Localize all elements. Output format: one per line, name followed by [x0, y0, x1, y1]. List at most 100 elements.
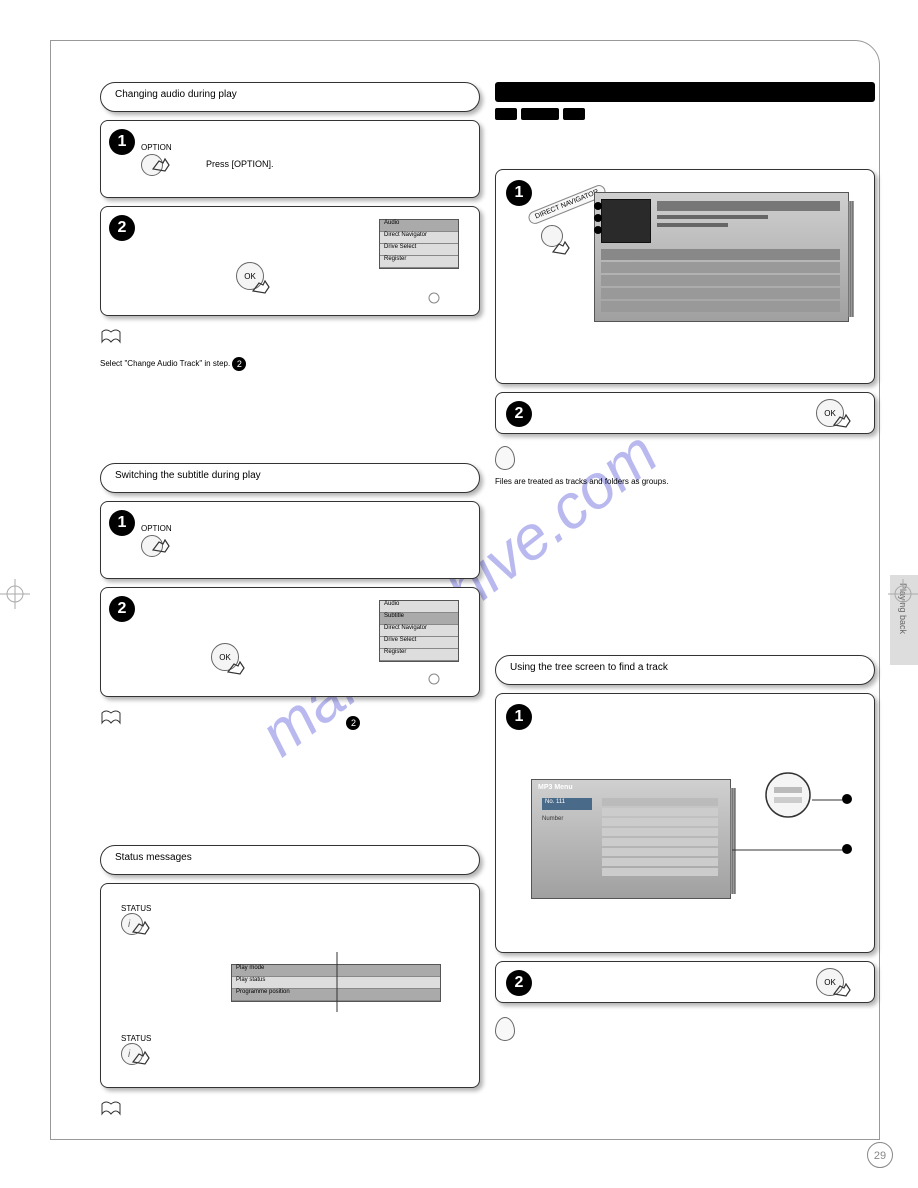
section2-header-text: Switching the subtitle during play [115, 470, 261, 481]
dialog-row: Direct Navigator [380, 232, 458, 244]
right-column [495, 82, 875, 120]
mp3-header: Using the tree screen to find a track [495, 655, 875, 685]
section1-step1-panel: 1 OPTION Press [OPTION]. [100, 120, 480, 198]
cd-page-stack [848, 201, 854, 317]
hand-icon [151, 155, 179, 175]
book-icon [100, 709, 122, 727]
hand-icon [151, 536, 179, 556]
dialog-row: Direct Navigator [380, 625, 458, 637]
callout-dot [594, 214, 602, 222]
book-icon [100, 1100, 122, 1118]
step-number: 2 [506, 401, 532, 427]
left-column: Changing audio during play 1 OPTION Pres… [100, 82, 480, 371]
list-row [601, 249, 840, 260]
magnifier-icon [762, 769, 814, 821]
mp3-step2-panel: 2 OK [495, 961, 875, 1003]
option-label: OPTION [141, 143, 172, 152]
section2-step1-panel: 1 OPTION [100, 501, 480, 579]
step-number: 2 [506, 970, 532, 996]
tip-text: Files are treated as tracks and folders … [495, 477, 875, 486]
chip [495, 108, 517, 120]
callout-line [336, 952, 338, 1012]
hand-icon [131, 1048, 159, 1068]
option-button-group: OPTION [141, 524, 172, 562]
dialog-row: Subtitle [380, 613, 458, 625]
list-row [601, 262, 840, 273]
hand-icon [226, 658, 254, 678]
right-mp3-section: Using the tree screen to find a track 1 … [495, 655, 875, 1046]
callout-dot [594, 202, 602, 210]
list-row [602, 868, 718, 876]
status-button-group-2: STATUS i [121, 1034, 151, 1065]
crop-mark-right [888, 579, 918, 609]
cd-thumb [601, 199, 651, 243]
step-number: 1 [506, 704, 532, 730]
mp3-track-list [602, 798, 718, 888]
hand-icon [832, 980, 860, 1000]
cd-screen [594, 192, 849, 322]
swirl-icon [427, 291, 441, 305]
list-row [601, 275, 840, 286]
dialog-row: Audio [380, 601, 458, 613]
dialog-row: Drive Select [380, 637, 458, 649]
mp3-screen: MP3 Menu No. 111 Number [531, 779, 731, 899]
list-row [601, 288, 840, 299]
right-cd-section: 1 DIRECT NAVIGATOR 2 OK [495, 155, 875, 486]
status-button-group: STATUS i [121, 904, 151, 935]
list-row [602, 848, 718, 856]
cd-list [601, 249, 840, 313]
chip [521, 108, 559, 120]
list-row [602, 838, 718, 846]
step-number: 1 [109, 510, 135, 536]
callout-line [812, 799, 842, 801]
section1-step2-panel: 2 OK Audio Direct Navigator Drive Select… [100, 206, 480, 316]
option-label: OPTION [141, 524, 172, 533]
mp3-number-label: Number [542, 816, 563, 822]
section3-panel: STATUS i Play mode Play status Programme… [100, 883, 480, 1088]
step-number: 1 [506, 180, 532, 206]
dialog-row: Drive Select [380, 244, 458, 256]
chip [563, 108, 585, 120]
note-step-ref: 2 [232, 357, 246, 371]
lightbulb-icon [495, 1017, 515, 1041]
section3-header-text: Status messages [115, 852, 192, 863]
title-black-bar [495, 82, 875, 102]
dialog-1: Audio Direct Navigator Drive Select Regi… [379, 219, 459, 269]
book-icon [100, 328, 122, 346]
list-row [602, 808, 718, 816]
cd-line [657, 215, 768, 219]
format-chips [495, 108, 875, 120]
section1-header-text: Changing audio during play [115, 89, 237, 100]
hand-icon [251, 277, 279, 297]
left-section2: Switching the subtitle during play 1 OPT… [100, 463, 480, 732]
page-number: 29 [867, 1142, 893, 1168]
callout-dot [842, 794, 852, 804]
callout-dot [594, 226, 602, 234]
list-row [601, 301, 840, 312]
dialog-row: Audio [380, 220, 458, 232]
section2-header: Switching the subtitle during play [100, 463, 480, 493]
left-section3: Status messages STATUS i Play mode Play … [100, 845, 480, 1123]
callout-dot [842, 844, 852, 854]
section1-note: Select "Change Audio Track" in step. 2 [100, 357, 480, 371]
mp3-header-text: Using the tree screen to find a track [510, 662, 668, 673]
option-button-group: OPTION [141, 143, 172, 181]
mp3-step1-panel: 1 MP3 Menu No. 111 Number [495, 693, 875, 953]
section1-step1-text: Press [OPTION]. [206, 159, 274, 169]
list-row [602, 858, 718, 866]
cd-step1-panel: 1 DIRECT NAVIGATOR [495, 169, 875, 384]
callout-line [732, 849, 842, 851]
hand-icon [551, 238, 579, 258]
mp3-title: MP3 Menu [538, 784, 573, 791]
page-stack [730, 788, 736, 894]
dialog-row: Register [380, 256, 458, 268]
list-row [602, 798, 718, 806]
step-number: 2 [109, 596, 135, 622]
note-step-ref: 2 [346, 716, 360, 730]
lightbulb-icon [495, 446, 515, 470]
swirl-icon [427, 672, 441, 686]
hand-icon [131, 918, 159, 938]
note-text: Select "Change Audio Track" in step. [100, 359, 230, 368]
cd-step2-panel: 2 OK [495, 392, 875, 434]
step-number-2: 2 [109, 215, 135, 241]
